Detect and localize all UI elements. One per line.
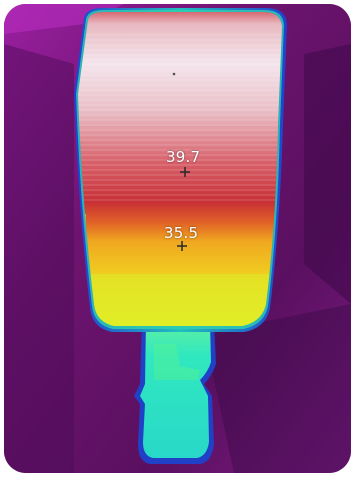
measurement-dot: [172, 72, 176, 76]
lamp-neck: [140, 322, 211, 458]
measurement-cross-lower: [177, 241, 187, 251]
background-shadow-bottom-right: [204, 304, 351, 473]
thermal-image-frame: 39.7 35.5: [4, 4, 351, 473]
lamp-neck-highlight: [154, 344, 200, 380]
measurement-cross-upper: [180, 167, 190, 177]
temperature-reading-lower: 35.5: [164, 224, 199, 242]
temperature-reading-upper: 39.7: [166, 148, 201, 166]
lamp-head: [78, 12, 282, 326]
thermal-image: [4, 4, 351, 473]
background-shadow-right: [304, 44, 351, 304]
background-shadow-left: [4, 44, 74, 473]
